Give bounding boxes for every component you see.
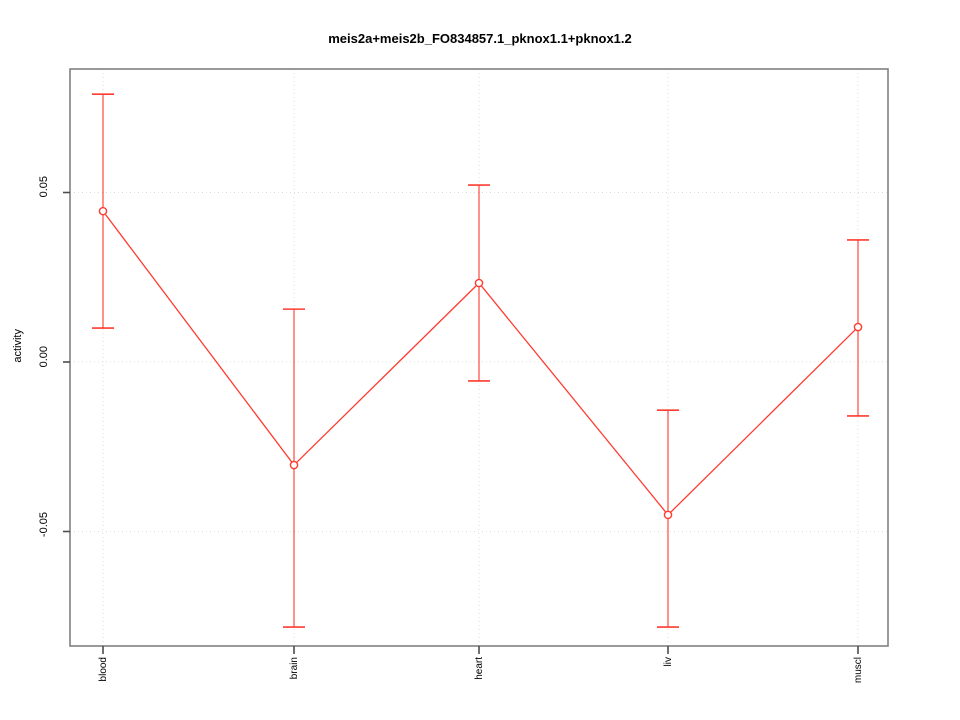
marker-liv: [663, 510, 673, 520]
datapoint-liv: [657, 409, 679, 628]
marker-muscl: [853, 322, 863, 332]
datapoint-muscl: [847, 239, 869, 417]
datapoint-blood: [92, 93, 114, 329]
marker-heart: [474, 278, 484, 288]
datapoint-brain: [283, 308, 305, 628]
data-series: [92, 93, 869, 628]
marker-blood: [98, 206, 108, 216]
series-line: [102, 210, 859, 516]
marker-brain: [289, 460, 299, 470]
datapoint-heart: [468, 184, 490, 382]
axis-ticks: [63, 191, 859, 654]
chart-title: meis2a+meis2b_FO834857.1_pknox1.1+pknox1…: [328, 31, 632, 46]
